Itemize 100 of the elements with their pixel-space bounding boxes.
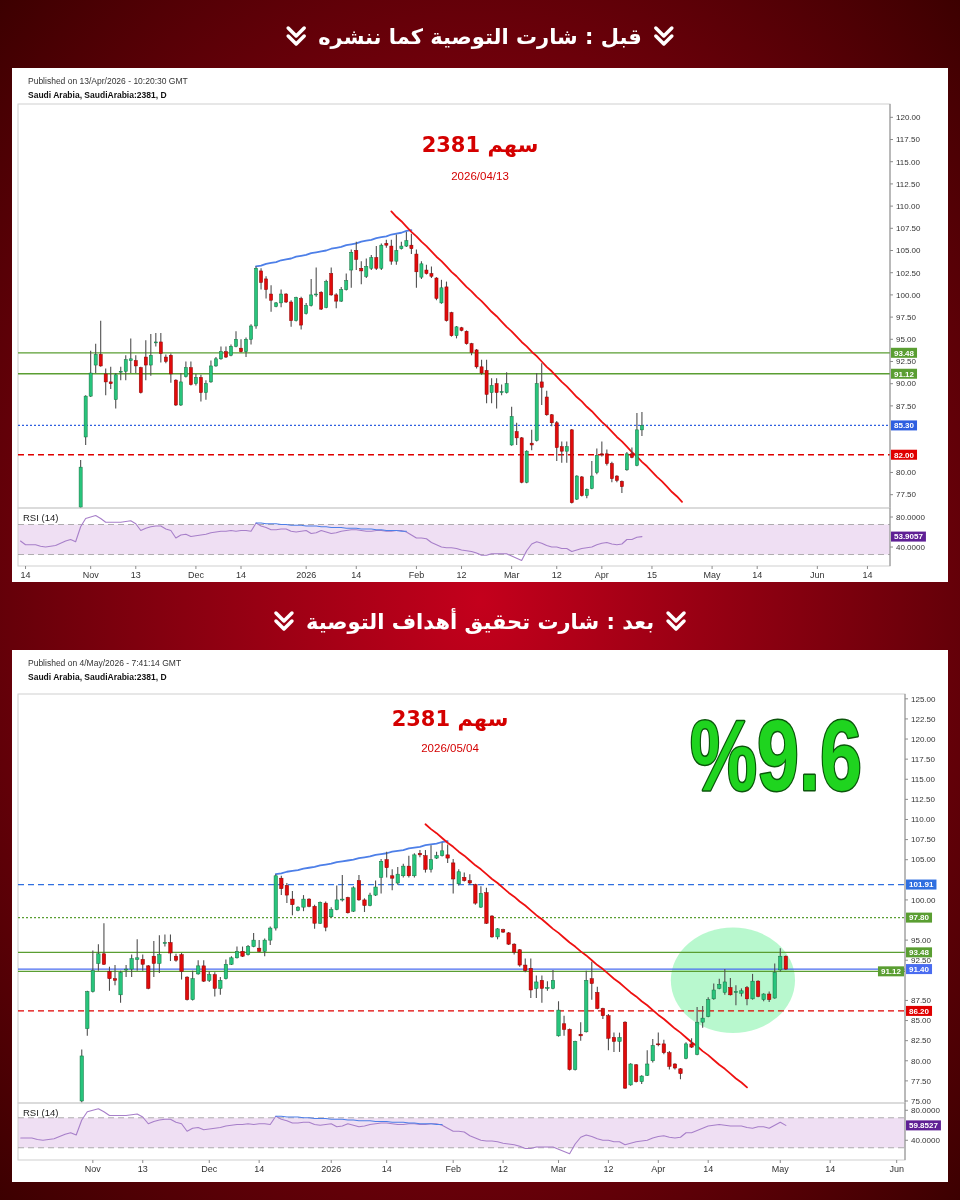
candlestick — [390, 868, 395, 891]
x-tick-label: 2026 — [296, 570, 317, 580]
candlestick — [101, 922, 106, 966]
x-tick-label: 14 — [254, 1164, 265, 1174]
x-tick-label: 14 — [703, 1164, 714, 1174]
candlestick — [179, 372, 183, 407]
x-tick-label: Jun — [889, 1164, 904, 1174]
candlestick — [239, 338, 243, 354]
candlestick — [745, 985, 749, 1006]
y-tick-label: 100.00 — [911, 895, 937, 905]
y-tick-label: 77.50 — [911, 1076, 932, 1086]
line-series — [255, 229, 413, 268]
candlestick — [201, 959, 206, 983]
candlestick — [379, 858, 384, 895]
candlestick — [625, 451, 629, 472]
y-tick-label: 112.50 — [911, 795, 936, 805]
y-tick-label: 122.50 — [911, 714, 937, 724]
candlestick — [439, 279, 444, 305]
candlestick — [750, 973, 755, 1001]
y-tick-label: 105.00 — [896, 246, 922, 256]
candlestick — [539, 362, 544, 406]
y-tick-label: 82.50 — [911, 1036, 932, 1046]
ref-line-label: 91.12 — [880, 967, 902, 977]
candlestick — [650, 1038, 655, 1063]
y-tick-label: 100.00 — [896, 290, 922, 300]
x-tick-label: Feb — [445, 1164, 461, 1174]
candlestick — [434, 276, 439, 301]
ref-line-label: 91.40 — [909, 964, 930, 974]
x-tick-label: Mar — [550, 1164, 567, 1174]
x-tick-label: 12 — [603, 1164, 614, 1174]
candlestick — [534, 974, 539, 999]
chart-title: قبل : شارت التوصية كما ننشره — [318, 25, 642, 49]
y-tick-label: 80.0000 — [896, 512, 926, 522]
text: 53.9057 — [894, 532, 924, 542]
y-tick-label: 115.00 — [911, 775, 936, 785]
chart-title: RSI (14) — [23, 1107, 59, 1118]
y-tick-label: 120.00 — [911, 734, 937, 744]
candlestick — [409, 233, 414, 255]
candlestick — [349, 249, 354, 289]
y-tick-label: 117.50 — [911, 754, 936, 764]
x-tick-label: 14 — [351, 570, 362, 580]
candlestick — [269, 284, 273, 313]
candlestick — [351, 885, 356, 913]
y-tick-label: 110.00 — [911, 815, 936, 825]
ref-line-label: 97.80 — [909, 913, 930, 923]
candlestick — [412, 852, 417, 878]
candlestick — [128, 337, 133, 374]
x-tick-label: Jun — [810, 570, 825, 580]
x-tick-label: 13 — [137, 1164, 148, 1174]
y-tick-label: 105.00 — [911, 855, 937, 865]
x-tick-label: 14 — [752, 570, 763, 580]
candlestick — [354, 241, 359, 271]
text: Published on 4/May/2026 - 7:41:14 GMT — [28, 658, 182, 668]
line-series — [275, 1115, 443, 1126]
candlestick — [620, 479, 624, 494]
annotation: 2026/04/13 — [451, 170, 509, 182]
candlestick — [590, 460, 594, 490]
ref-line-label: 93.48 — [894, 348, 915, 358]
candlestick — [595, 447, 599, 475]
candlestick — [617, 1032, 622, 1053]
y-tick-label: 40.0000 — [911, 1136, 941, 1146]
candlestick — [628, 1062, 633, 1087]
y-tick-label: 90.00 — [896, 379, 917, 389]
candlestick — [204, 379, 208, 401]
x-tick-label: May — [771, 1164, 790, 1174]
candlestick — [578, 1021, 583, 1042]
candlestick — [199, 374, 203, 402]
candlestick — [157, 934, 162, 974]
ref-line-label: 93.48 — [909, 948, 930, 958]
candlestick — [406, 855, 411, 878]
y-tick-label: 92.50 — [896, 357, 917, 367]
candlestick — [162, 933, 167, 948]
text: Saudi Arabia, SaudiArabia:2381, D — [28, 90, 167, 100]
y-tick-label: 120.00 — [896, 113, 922, 123]
y-tick-label: 97.50 — [896, 312, 917, 322]
x-tick-label: 12 — [456, 570, 467, 580]
line-series — [274, 840, 449, 876]
y-tick-label: 107.50 — [896, 224, 922, 234]
x-tick-label: 13 — [130, 570, 141, 580]
candlestick — [118, 970, 123, 1004]
x-tick-label: Apr — [594, 570, 609, 580]
candlestick — [374, 245, 379, 271]
candlestick — [478, 885, 483, 909]
ref-line-label: 91.12 — [894, 369, 915, 379]
candlestick — [190, 970, 195, 1001]
text: سهم 2381 — [421, 133, 539, 157]
y-tick-label: 107.50 — [911, 835, 937, 845]
candlestick — [359, 260, 364, 285]
text: 59.8527 — [909, 1121, 939, 1131]
x-tick-label: Nov — [84, 1164, 102, 1174]
ref-line-label: 101.91 — [909, 880, 935, 890]
x-tick-label: 12 — [551, 570, 562, 580]
candlestick — [529, 429, 534, 451]
y-tick-label: 95.00 — [896, 335, 917, 345]
x-tick-label: 14 — [381, 1164, 392, 1174]
candlestick — [379, 242, 384, 271]
y-tick-label: 102.50 — [896, 268, 922, 278]
y-tick-label: 92.50 — [911, 956, 932, 966]
y-tick-label: 110.00 — [896, 201, 921, 211]
candlestick — [159, 332, 163, 363]
